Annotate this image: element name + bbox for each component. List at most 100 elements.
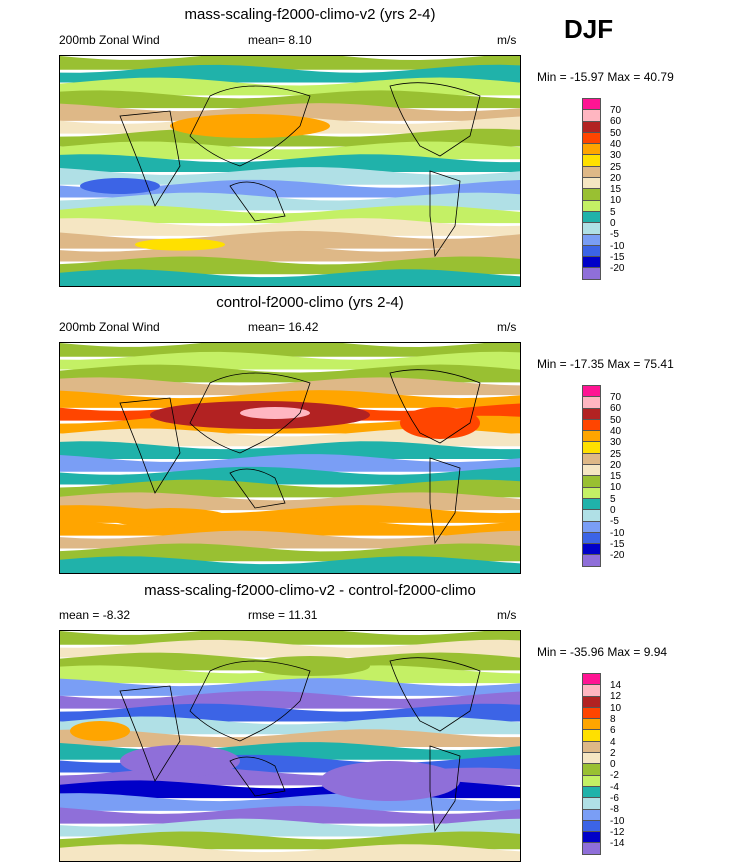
colorbar-tick-label: -5 <box>610 229 619 241</box>
colorbar-tick-label: 50 <box>610 127 622 139</box>
panel-left-label: mean = -8.32 <box>59 608 131 622</box>
contour-band <box>60 103 520 121</box>
contour-band <box>60 377 520 396</box>
contour-map <box>59 55 521 287</box>
colorbar-tick-label: 5 <box>610 206 616 218</box>
panel-center-label: rmse = 11.31 <box>248 608 318 622</box>
panel-units: m/s <box>497 33 517 47</box>
contour-band <box>60 77 520 96</box>
contour-band <box>60 690 520 709</box>
colorbar-tick-label: -5 <box>610 516 619 528</box>
colorbar-tick-label: -10 <box>610 240 625 252</box>
colorbar-tick-label: 0 <box>610 759 616 771</box>
colorbar-swatch <box>582 554 601 567</box>
panel-units: m/s <box>497 608 517 622</box>
colorbar <box>582 385 601 567</box>
contour-feature <box>400 407 480 439</box>
contour-feature <box>80 178 160 194</box>
contour-band <box>60 128 520 147</box>
contour-feature <box>250 656 370 676</box>
colorbar-tick-label: 70 <box>610 392 622 403</box>
coastline <box>429 457 461 545</box>
colorbar-tick-label: 20 <box>610 459 622 471</box>
coastline <box>389 82 481 157</box>
contour-band <box>60 441 520 459</box>
colorbar-tick-label: -20 <box>610 550 625 562</box>
coastline <box>429 745 461 833</box>
colorbar <box>582 673 601 855</box>
contour-band <box>60 844 520 861</box>
colorbar-tick-label: -2 <box>610 770 619 782</box>
colorbar-tick-label: 14 <box>610 680 622 691</box>
contour-band <box>60 141 520 160</box>
colorbar-tick-label: -12 <box>610 826 625 838</box>
contour-band <box>60 390 520 408</box>
contour-feature <box>320 761 460 801</box>
panel-units: m/s <box>497 320 517 334</box>
colorbar-tick-label: 4 <box>610 736 616 748</box>
coastline <box>229 468 286 509</box>
colorbar-tick-label: -10 <box>610 815 625 827</box>
colorbar-tick-label: 12 <box>610 691 622 703</box>
colorbar-tick-label: -15 <box>610 251 625 263</box>
colorbar-tick-label: 30 <box>610 150 622 162</box>
contour-band <box>60 729 520 747</box>
coastline <box>189 660 311 742</box>
colorbar-tick-label: -10 <box>610 527 625 539</box>
colorbar-tick-label: 2 <box>610 747 616 759</box>
colorbar-tick-label: 25 <box>610 161 622 173</box>
coastline <box>119 110 181 207</box>
contour-band <box>60 678 520 696</box>
contour-band <box>60 556 520 573</box>
coastline <box>189 85 311 167</box>
colorbar-tick-label: 25 <box>610 448 622 460</box>
contour-band <box>60 364 520 383</box>
colorbar <box>582 98 601 280</box>
panel-center-label: mean= 8.10 <box>248 33 312 47</box>
coastline <box>119 397 181 494</box>
colorbar-tick-label: 40 <box>610 425 622 437</box>
colorbar-tick-label: -8 <box>610 804 619 816</box>
contour-feature <box>170 114 330 138</box>
colorbar-tick-label: 15 <box>610 184 622 196</box>
coastline <box>229 181 286 222</box>
colorbar-tick-label: 10 <box>610 195 622 207</box>
contour-map <box>59 342 521 574</box>
panel-title: mass-scaling-f2000-climo-v2 - control-f2… <box>144 582 476 599</box>
contour-band <box>60 703 520 722</box>
colorbar-tick-label: 20 <box>610 172 622 184</box>
colorbar-swatch <box>582 842 601 855</box>
colorbar-tick-label: 60 <box>610 116 622 128</box>
panel-left-label: 200mb Zonal Wind <box>59 320 160 334</box>
contour-band <box>60 492 520 511</box>
coastline <box>389 657 481 732</box>
contour-feature <box>135 238 225 251</box>
panel-title: mass-scaling-f2000-climo-v2 (yrs 2-4) <box>184 6 436 23</box>
colorbar-tick-label: 8 <box>610 713 616 725</box>
contour-band <box>60 428 520 447</box>
coastline <box>189 372 311 454</box>
panel-minmax: Min = -15.97 Max = 40.79 <box>537 70 674 84</box>
colorbar-tick-label: 15 <box>610 471 622 483</box>
coastline <box>389 369 481 444</box>
colorbar-tick-label: 0 <box>610 218 616 229</box>
coastline <box>229 756 286 797</box>
colorbar-tick-label: 60 <box>610 403 622 415</box>
panel-minmax: Min = -35.96 Max = 9.94 <box>537 645 668 659</box>
colorbar-tick-label: 30 <box>610 437 622 449</box>
contour-feature <box>120 745 240 777</box>
contour-band <box>60 805 520 824</box>
colorbar-tick-label: 70 <box>610 105 622 116</box>
contour-band <box>60 218 520 236</box>
colorbar-swatch <box>582 267 601 280</box>
colorbar-tick-label: 10 <box>610 482 622 494</box>
contour-map <box>59 630 521 862</box>
colorbar-tick-label: -4 <box>610 781 619 793</box>
coastline <box>429 170 461 258</box>
colorbar-tick-label: 0 <box>610 505 616 516</box>
colorbar-tick-label: -20 <box>610 263 625 275</box>
contour-feature <box>70 721 130 741</box>
colorbar-tick-label: 6 <box>610 725 616 737</box>
colorbar-tick-label: 5 <box>610 493 616 505</box>
